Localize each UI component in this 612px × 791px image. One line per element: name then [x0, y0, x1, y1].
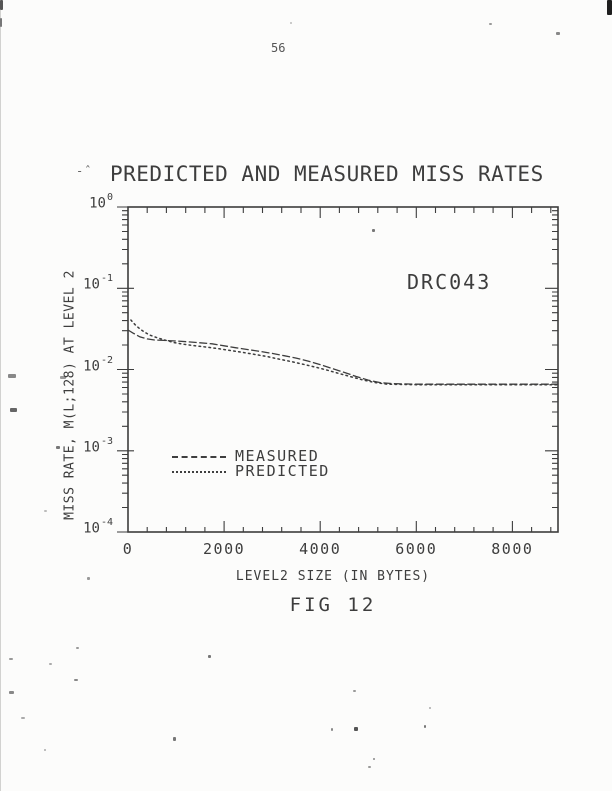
- scan-speck: [424, 725, 426, 728]
- y-tick-label: 10-1: [83, 273, 113, 293]
- x-axis-tick-labels: 0 2000 4000 6000 8000: [0, 540, 612, 560]
- legend-label: PREDICTED: [235, 462, 330, 480]
- legend-item-measured: MEASURED: [172, 449, 330, 464]
- legend-label: MEASURED: [235, 447, 320, 465]
- scan-edge-line: [0, 0, 1, 791]
- scan-speck: [429, 707, 431, 709]
- x-tick-label: 4000: [299, 540, 342, 558]
- y-axis-title: MISS RATE, M(L;128) AT LEVEL 2: [62, 270, 78, 520]
- scan-speck: [44, 749, 46, 751]
- page-number: 56: [271, 41, 286, 55]
- scan-speck: [9, 658, 13, 660]
- scan-speck: [368, 766, 371, 768]
- y-tick-label: 10-2: [83, 354, 113, 375]
- figure-caption: FIG 12: [289, 594, 377, 616]
- scan-speck: [56, 446, 60, 449]
- scan-speck: [208, 655, 211, 658]
- x-tick-label: 6000: [395, 540, 438, 558]
- dashed-line-sample-icon: [172, 455, 226, 458]
- scan-speck: [60, 376, 66, 379]
- scan-speck: [331, 728, 333, 731]
- x-tick-label: 2000: [203, 540, 246, 558]
- scan-stray-mark: -ˆ: [76, 164, 93, 178]
- scan-speck: [87, 577, 90, 580]
- scan-speck: [353, 690, 356, 692]
- y-tick-label: 100: [89, 192, 113, 212]
- scan-corner-mark: [0, 0, 3, 10]
- scan-speck: [0, 18, 2, 27]
- x-tick-label: 8000: [491, 540, 534, 558]
- y-tick-label: 10-3: [83, 435, 113, 456]
- dotted-line-sample-icon: [172, 470, 226, 473]
- scan-speck: [9, 691, 14, 694]
- x-axis-title: LEVEL2 SIZE (IN BYTES): [235, 569, 431, 584]
- scan-speck: [556, 32, 560, 35]
- y-tick-label: 10-4: [83, 517, 113, 537]
- scan-speck: [10, 408, 17, 412]
- scan-speck: [49, 663, 52, 665]
- y-axis-tick-labels: 100 10-1 10-2 10-3 10-4: [70, 0, 113, 560]
- scan-speck: [489, 23, 492, 25]
- scan-speck: [76, 647, 79, 649]
- scan-speck: [74, 679, 78, 681]
- scan-speck: [21, 717, 25, 719]
- scan-speck: [290, 22, 292, 24]
- scan-speck: [8, 374, 16, 378]
- scan-speck: [372, 229, 375, 232]
- scan-speck: [173, 737, 176, 741]
- scan-speck: [354, 727, 358, 731]
- legend-item-predicted: PREDICTED: [172, 464, 330, 479]
- chart-title: PREDICTED AND MEASURED MISS RATES: [110, 162, 544, 186]
- scan-speck: [373, 758, 375, 760]
- x-tick-label: 0: [122, 540, 134, 558]
- scan-speck: [44, 510, 47, 512]
- scan-corner-mark: [607, 0, 612, 15]
- dataset-annotation: DRC043: [407, 270, 492, 294]
- chart-legend: MEASURED PREDICTED: [172, 449, 330, 479]
